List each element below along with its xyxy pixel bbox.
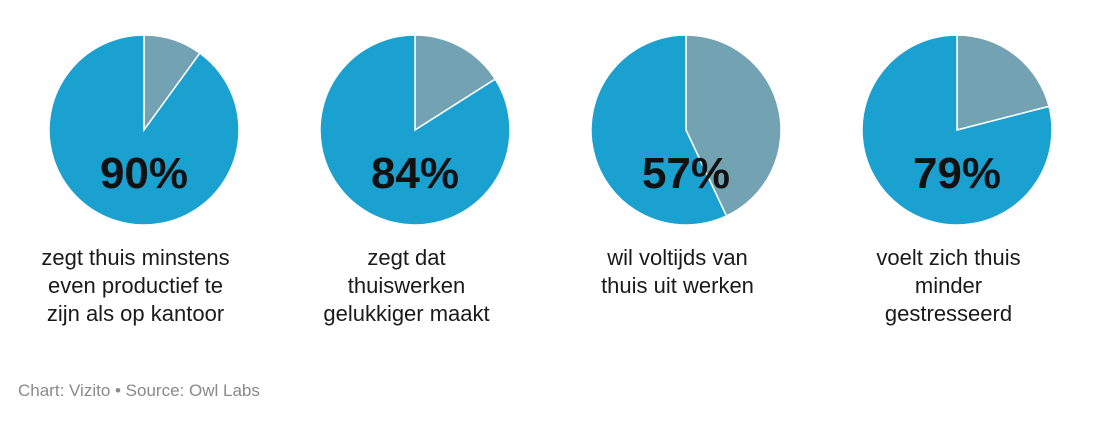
- pie-caption-line: zijn als op kantoor: [46, 301, 225, 326]
- pie-caption-line: gestresseerd: [884, 301, 1013, 326]
- pie-caption: voelt zich thuis minder gestresseerd: [813, 244, 1084, 328]
- pie-caption-line: even productief te: [48, 273, 223, 298]
- pie-caption-line: zegt dat: [367, 245, 446, 270]
- pie-chart-1: 90% zegt thuis minstens even productief te…: [0, 0, 271, 360]
- pie-data-label: 90%: [100, 149, 188, 198]
- pie-chart-3: 57% wil voltijds van thuis uit werken: [542, 0, 813, 360]
- pie-chart-4: 79% voelt zich thuis minder gestresseerd: [813, 0, 1084, 360]
- pie-caption-line: thuiswerken: [347, 273, 466, 298]
- pie-caption-line: thuis uit werken: [601, 273, 754, 298]
- pie-slice-main: [590, 34, 728, 226]
- pie-svg: 57%: [590, 34, 782, 226]
- pie-caption: zegt thuis minstens even productief te zij…: [0, 244, 271, 328]
- pie-data-label: 57%: [642, 149, 730, 198]
- pie-slice-main: [861, 34, 1053, 226]
- pie-svg: 84%: [319, 34, 511, 226]
- chart-source-credit: Chart: Vizito • Source: Owl Labs: [18, 381, 260, 400]
- pie-slice-rest: [414, 34, 497, 132]
- pie-caption-line: voelt zich thuis: [876, 245, 1021, 270]
- pie-caption-line: zegt thuis minstens: [41, 245, 230, 270]
- pie-slice-main: [48, 34, 240, 226]
- pie-caption-line: minder: [914, 273, 983, 298]
- pie-chart-grid: 90% zegt thuis minstens even productief te…: [0, 0, 1084, 360]
- pie-data-label: 84%: [371, 149, 459, 198]
- pie-caption: zegt dat thuiswerken gelukkiger maakt: [271, 244, 542, 328]
- pie-chart-2: 84% zegt dat thuiswerken gelukkiger maakt: [271, 0, 542, 360]
- pie-data-label: 79%: [913, 149, 1001, 198]
- pie-slice-rest: [685, 34, 782, 217]
- pie-slice-main: [319, 34, 511, 226]
- pie-caption-line: gelukkiger maakt: [323, 301, 490, 326]
- pie-caption: wil voltijds van thuis uit werken: [542, 244, 813, 300]
- pie-caption-line: wil voltijds van: [607, 245, 748, 270]
- pie-slice-rest: [956, 34, 1050, 131]
- pie-svg: 90%: [48, 34, 240, 226]
- pie-svg: 79%: [861, 34, 1053, 226]
